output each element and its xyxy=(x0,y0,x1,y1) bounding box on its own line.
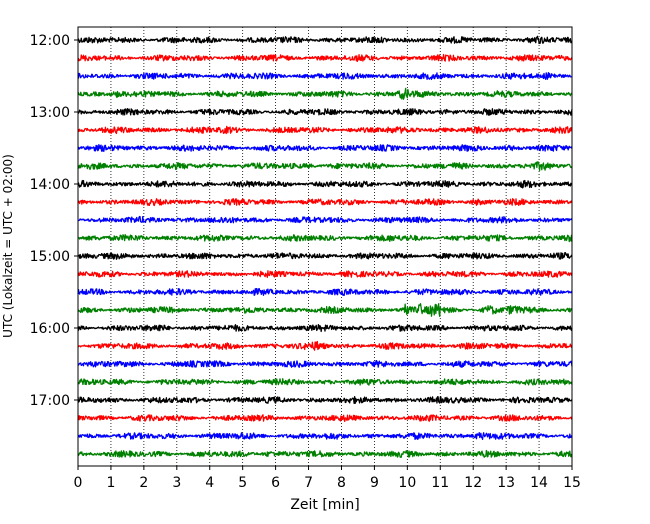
x-tick-label: 1 xyxy=(106,475,115,491)
seismic-trace xyxy=(77,72,573,81)
seismic-trace xyxy=(77,340,573,351)
y-tick-label: 14:00 xyxy=(30,177,70,193)
seismic-trace xyxy=(77,414,573,423)
trace-layer xyxy=(77,35,573,458)
x-tick-label: 4 xyxy=(205,475,214,491)
seismic-trace xyxy=(77,449,573,458)
x-tick-label: 6 xyxy=(271,475,280,491)
seismic-trace xyxy=(77,125,573,135)
seismic-trace xyxy=(77,432,573,441)
seismic-trace xyxy=(77,198,573,207)
plot-frame xyxy=(77,26,573,467)
x-tick-label: 12 xyxy=(464,475,482,491)
seismic-trace xyxy=(77,234,573,243)
seismic-trace xyxy=(77,144,573,152)
seismic-trace xyxy=(77,396,573,405)
x-tick-label: 8 xyxy=(337,475,346,491)
seismic-trace xyxy=(77,161,573,172)
grid-layer xyxy=(110,27,540,466)
x-tick-label: 2 xyxy=(139,475,148,491)
y-tick-label: 17:00 xyxy=(30,393,70,409)
x-tick-label: 9 xyxy=(370,475,379,491)
y-axis-label: UTC (Lokalzeit = UTC + 02:00) xyxy=(1,154,15,338)
seismic-trace xyxy=(77,378,573,386)
seismic-trace xyxy=(77,287,573,296)
x-tick-label: 7 xyxy=(304,475,313,491)
y-tick-label: 15:00 xyxy=(30,249,70,265)
seismic-trace xyxy=(77,270,573,278)
x-tick-label: 15 xyxy=(563,475,581,491)
x-tick-label: 10 xyxy=(398,475,416,491)
seismic-trace xyxy=(77,359,573,368)
seismic-trace xyxy=(77,252,573,260)
seismic-trace xyxy=(77,215,573,224)
seismic-trace xyxy=(77,108,573,116)
y-ticks: 12:00 13:00 14:00 15:00 16:00 17:00 xyxy=(30,33,78,409)
x-tick-label: 13 xyxy=(497,475,515,491)
seismic-trace xyxy=(77,303,573,318)
x-axis-label: Zeit [min] xyxy=(290,497,359,513)
seismic-trace xyxy=(77,323,573,333)
x-tick-label: 14 xyxy=(530,475,548,491)
y-tick-label: 12:00 xyxy=(30,33,70,49)
seismic-trace xyxy=(77,87,573,100)
seismic-trace xyxy=(77,53,573,63)
y-tick-label: 16:00 xyxy=(30,321,70,337)
x-ticks: 0 1 2 3 4 5 6 7 8 9 10 11 12 13 14 15 xyxy=(74,466,581,491)
y-tick-label: 13:00 xyxy=(30,105,70,121)
x-tick-label: 5 xyxy=(238,475,247,491)
x-tick-label: 11 xyxy=(431,475,449,491)
x-tick-label: 3 xyxy=(172,475,181,491)
seismic-trace xyxy=(77,179,573,189)
x-tick-label: 0 xyxy=(74,475,83,491)
seismic-trace xyxy=(77,35,573,45)
